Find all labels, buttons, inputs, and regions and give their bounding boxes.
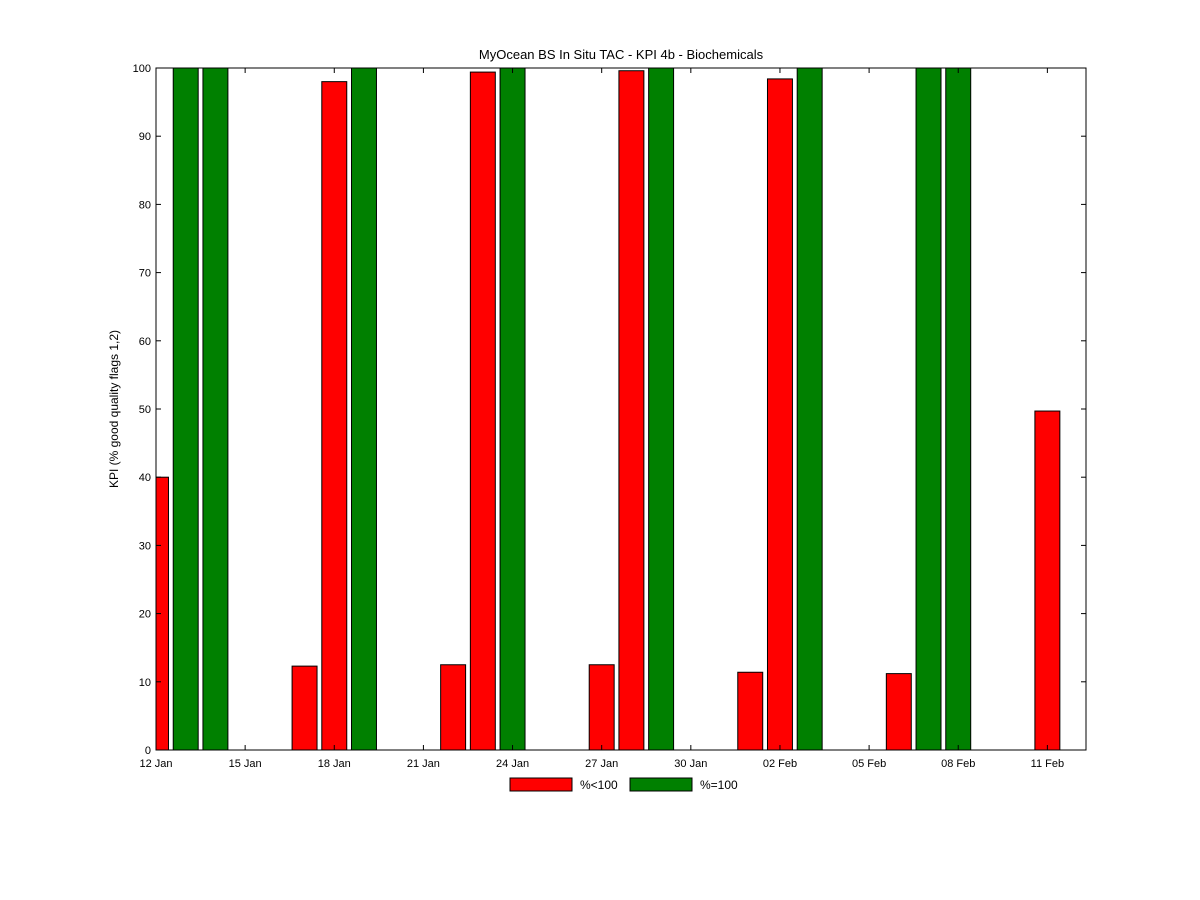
x-tick-label: 11 Feb: [1031, 758, 1064, 770]
legend-swatch-equal-100: [629, 777, 693, 792]
y-tick-label: 80: [139, 199, 151, 211]
bar-series0-8: [766, 78, 793, 751]
plot-frame: [155, 67, 1087, 751]
bar-series0-7: [737, 671, 764, 751]
x-tick-label: 15 Jan: [229, 758, 262, 770]
y-tick-label: 0: [145, 745, 151, 757]
bar-series0-6: [618, 70, 645, 751]
bar-series1-5: [796, 67, 823, 751]
bar-series1-7: [945, 67, 972, 751]
bar-series1-1: [202, 67, 229, 751]
legend-label-equal-100: %=100: [700, 778, 738, 792]
y-tick-label: 70: [139, 268, 151, 280]
bar-series1-4: [648, 67, 675, 751]
x-tick-label: 08 Feb: [941, 758, 975, 770]
x-tick-label: 24 Jan: [496, 758, 529, 770]
bar-series1-3: [499, 67, 526, 751]
y-tick-label: 10: [139, 677, 151, 689]
bar-series0-2: [321, 81, 348, 751]
chart-title: MyOcean BS In Situ TAC - KPI 4b - Bioche…: [479, 47, 764, 62]
x-tick-label: 12 Jan: [139, 758, 172, 770]
y-tick-label: 50: [139, 404, 151, 416]
bar-series0-9: [885, 673, 912, 751]
x-tick-label: 05 Feb: [852, 758, 886, 770]
y-axis-title: KPI (% good quality flags 1,2): [107, 330, 121, 488]
bar-series1-0: [172, 67, 199, 751]
y-tick-label: 20: [139, 609, 151, 621]
x-tick-label: 21 Jan: [407, 758, 440, 770]
bar-series0-5: [588, 664, 615, 751]
bar-series0-3: [440, 664, 467, 751]
bar-series0-1: [291, 665, 318, 751]
legend-label-under-100: %<100: [580, 778, 618, 792]
legend: %<100 %=100: [509, 777, 745, 793]
bar-series1-2: [351, 67, 377, 751]
x-tick-label: 18 Jan: [318, 758, 351, 770]
y-tick-label: 90: [139, 131, 151, 143]
x-axis-ticks: 12 Jan 15 Jan 18 Jan 21 Jan 24 Jan 27 Jan 30 J…: [139, 68, 1064, 770]
y-tick-label: 30: [139, 540, 151, 552]
bar-series0-10: [1034, 410, 1061, 751]
x-tick-label: 02 Feb: [763, 758, 797, 770]
bar-series1-6: [915, 67, 942, 751]
x-tick-label: 27 Jan: [585, 758, 618, 770]
x-tick-label: 30 Jan: [674, 758, 707, 770]
bar-series0-4: [469, 71, 496, 751]
bars-layer: [155, 67, 1061, 751]
legend-swatch-under-100: [509, 777, 573, 792]
y-tick-label: 100: [133, 63, 151, 75]
y-tick-label: 60: [139, 336, 151, 348]
y-tick-label: 40: [139, 472, 151, 484]
